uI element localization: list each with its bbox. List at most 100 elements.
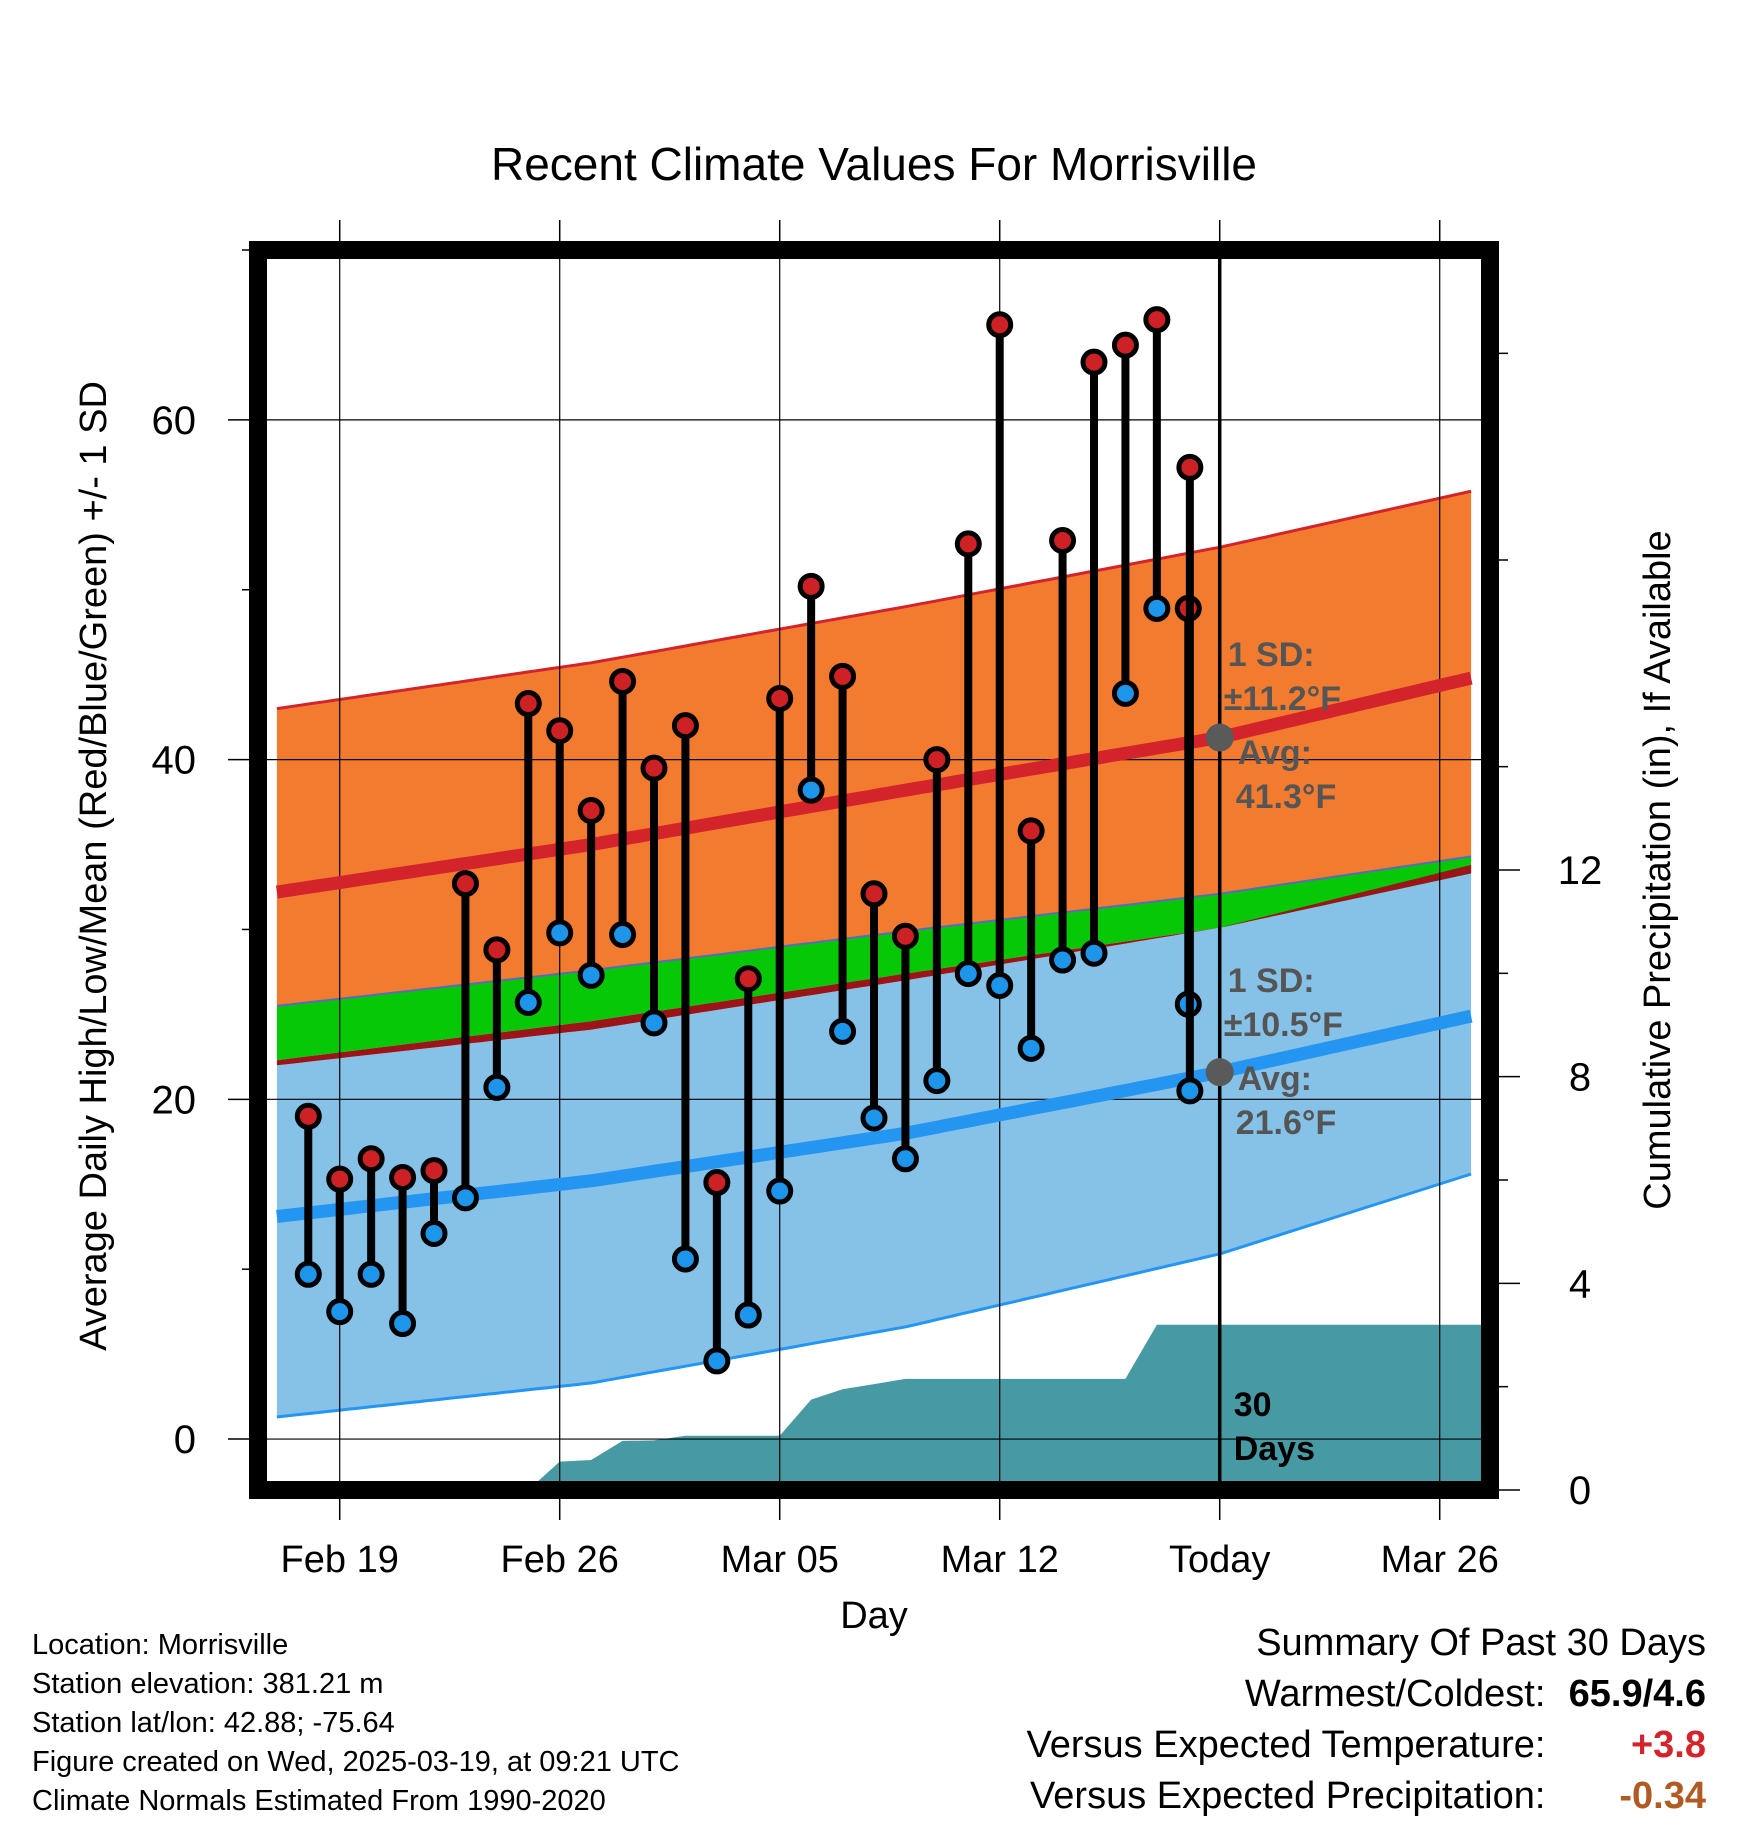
high-marker: [1143, 306, 1171, 334]
high-marker: [671, 712, 699, 740]
low-marker: [986, 972, 1014, 1000]
high-avg-label: Avg:: [1238, 734, 1312, 772]
low-avg-marker: [1205, 1058, 1234, 1087]
x-tick-label: Mar 05: [721, 1539, 839, 1581]
y-tick-label: 20: [152, 1078, 197, 1122]
low-marker: [1111, 679, 1139, 707]
low-marker: [609, 921, 637, 949]
low-marker: [1176, 1077, 1204, 1105]
high-marker: [514, 690, 542, 718]
high-marker: [734, 965, 762, 993]
temp-label: Versus Expected Temperature:: [1026, 1724, 1546, 1766]
high-marker: [1017, 817, 1045, 845]
high-upper-edge: [276, 489, 1472, 711]
low-lower-edge: [276, 1172, 1472, 1419]
low-avg-label: Avg:: [1238, 1060, 1312, 1098]
y2-tick-label: 12: [1558, 849, 1603, 893]
y-tick-label: 60: [152, 399, 197, 443]
y2-tick-label: 0: [1569, 1469, 1591, 1513]
precip-label: Versus Expected Precipitation:: [1030, 1775, 1546, 1817]
high-marker: [294, 1102, 322, 1130]
high-marker: [326, 1165, 354, 1193]
location-text: Location: Morrisville: [32, 1629, 289, 1661]
high-marker: [420, 1157, 448, 1185]
low-marker: [671, 1245, 699, 1273]
low-marker: [1017, 1034, 1045, 1062]
low-marker: [483, 1073, 511, 1101]
y2-axis-label: Cumulative Precipitation (in), If Availa…: [1637, 530, 1679, 1209]
low-marker: [1049, 946, 1077, 974]
x-tick-label: Mar 12: [941, 1539, 1059, 1581]
x-tick-label: Feb 26: [501, 1539, 619, 1581]
low-marker: [451, 1184, 479, 1212]
low-sd-value: ±10.5°F: [1224, 1006, 1343, 1044]
plot-area: 1 SD: ±11.2°F Avg: 41.3°F 1 SD: ±10.5°F Avg: 21…: [152, 220, 1603, 1581]
x-tick-label: Today: [1169, 1539, 1270, 1581]
low-marker: [797, 776, 825, 804]
high-marker: [1080, 348, 1108, 376]
high-marker: [609, 667, 637, 695]
precip-value: -0.34: [1619, 1775, 1706, 1817]
low-marker: [829, 1017, 857, 1045]
low-sd-label: 1 SD:: [1228, 962, 1315, 1000]
latlon-text: Station lat/lon: 42.88; -75.64: [32, 1707, 395, 1739]
low-marker: [891, 1145, 919, 1173]
high-marker: [986, 311, 1014, 339]
high-marker: [829, 662, 857, 690]
low-marker: [357, 1260, 385, 1288]
high-marker: [483, 936, 511, 964]
elevation-text: Station elevation: 381.21 m: [32, 1668, 384, 1700]
low-marker: [1143, 594, 1171, 622]
high-marker: [797, 572, 825, 600]
low-marker: [703, 1347, 731, 1375]
y-tick-label: 40: [152, 739, 197, 783]
high-normal-line: [275, 671, 1473, 899]
low-marker: [766, 1177, 794, 1205]
high-marker: [389, 1163, 417, 1191]
high-sd-value: ±11.2°F: [1224, 680, 1341, 718]
high-marker: [766, 684, 794, 712]
summary-title: Summary Of Past 30 Days: [1256, 1622, 1706, 1664]
chart-title: Recent Climate Values For Morrisville: [491, 138, 1257, 190]
high-avg-value: 41.3°F: [1236, 778, 1337, 816]
summary-precip-row: Versus Expected Precipitation: -0.34: [1027, 1771, 1706, 1822]
summary-panel: Summary Of Past 30 Days Warmest/Coldest:…: [1027, 1618, 1706, 1822]
high-marker: [860, 880, 888, 908]
high-marker: [923, 746, 951, 774]
low-marker: [734, 1301, 762, 1329]
summary-warmest-row: Warmest/Coldest: 65.9/4.6: [1027, 1669, 1706, 1720]
x-tick-label: Feb 19: [281, 1539, 399, 1581]
low-marker: [860, 1104, 888, 1132]
low-marker: [1080, 939, 1108, 967]
station-info: Location: Morrisville Station elevation:…: [32, 1626, 680, 1821]
low-marker: [923, 1067, 951, 1095]
precip-days-number: 30: [1234, 1386, 1272, 1424]
low-marker: [577, 961, 605, 989]
low-marker: [326, 1298, 354, 1326]
y-axis-label: Average Daily High/Low/Mean (Red/Blue/Gr…: [73, 381, 115, 1351]
high-marker: [703, 1169, 731, 1197]
y2-tick-label: 8: [1569, 1056, 1591, 1100]
x-axis-label: Day: [840, 1595, 908, 1637]
temp-value: +3.8: [1630, 1724, 1706, 1766]
high-marker: [357, 1145, 385, 1173]
high-sd-band: [276, 491, 1472, 1006]
y-tick-label: 0: [174, 1418, 196, 1462]
high-marker: [1176, 453, 1204, 481]
low-avg-value: 21.6°F: [1236, 1104, 1337, 1142]
low-marker: [640, 1009, 668, 1037]
low-marker: [389, 1310, 417, 1338]
warmest-value: 65.9/4.6: [1568, 1673, 1706, 1715]
x-tick-label: Mar 26: [1381, 1539, 1499, 1581]
low-marker: [514, 988, 542, 1016]
high-marker: [891, 922, 919, 950]
high-marker: [451, 870, 479, 898]
high-marker: [546, 717, 574, 745]
low-marker: [420, 1220, 448, 1248]
summary-temp-row: Versus Expected Temperature: +3.8: [1027, 1720, 1706, 1771]
precip-days-label: Days: [1234, 1430, 1315, 1468]
precipitation-area: [276, 1324, 1490, 1490]
warmest-label: Warmest/Coldest:: [1244, 1673, 1546, 1715]
normals-text: Climate Normals Estimated From 1990-2020: [32, 1785, 606, 1817]
